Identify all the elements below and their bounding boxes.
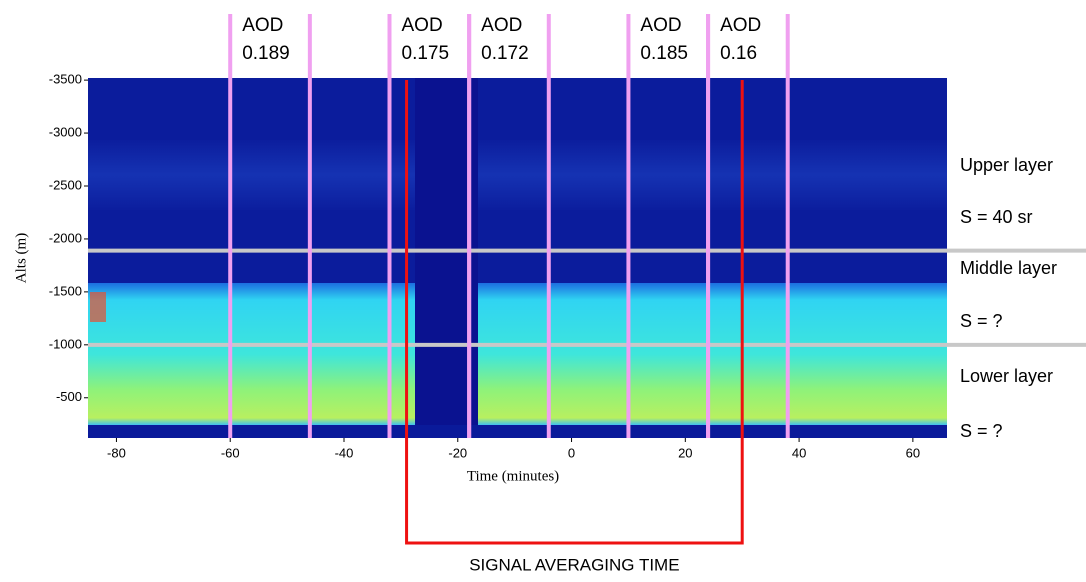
aod-value: 0.175	[402, 43, 450, 64]
upper-signal	[88, 140, 947, 210]
y-tick-label: -1000	[49, 336, 82, 351]
layer-name: Lower layer	[960, 366, 1053, 386]
aod-value: 0.16	[720, 43, 757, 64]
layer-name: Upper layer	[960, 155, 1053, 175]
ground-stripe	[88, 425, 947, 438]
averaging-label: SIGNAL AVERAGING TIME	[469, 555, 679, 574]
heatmap	[88, 78, 947, 438]
hot-spot	[90, 292, 106, 322]
x-tick-label: 60	[906, 445, 920, 460]
y-tick-label: -3000	[49, 124, 82, 139]
x-tick-label: -80	[107, 445, 126, 460]
x-axis-label: Time (minutes)	[467, 468, 559, 484]
aod-label: AOD	[402, 15, 443, 36]
y-axis-label: Alts (m)	[13, 233, 29, 283]
aod-label: AOD	[242, 15, 283, 36]
x-tick-label: -20	[448, 445, 467, 460]
layer-ratio: S = ?	[960, 311, 1003, 331]
x-tick-label: 0	[568, 445, 575, 460]
layer-ratio: S = 40 sr	[960, 207, 1033, 227]
x-tick-label: 20	[678, 445, 692, 460]
y-tick-label: -500	[56, 389, 82, 404]
y-tick-label: -1500	[49, 283, 82, 298]
y-tick-label: -2500	[49, 177, 82, 192]
x-tick-label: 40	[792, 445, 806, 460]
aod-label: AOD	[481, 15, 522, 36]
layer-name: Middle layer	[960, 258, 1057, 278]
aod-value: 0.172	[481, 43, 529, 64]
aod-label: AOD	[640, 15, 681, 36]
aerosol-signal	[88, 283, 947, 425]
y-tick-label: -2000	[49, 230, 82, 245]
x-tick-label: -60	[221, 445, 240, 460]
y-tick-label: -3500	[49, 72, 82, 87]
layer-ratio: S = ?	[960, 421, 1003, 441]
aod-value: 0.185	[640, 43, 688, 64]
aod-value: 0.189	[242, 43, 290, 64]
aod-label: AOD	[720, 15, 761, 36]
x-tick-label: -40	[335, 445, 354, 460]
averaging-bracket	[405, 80, 744, 545]
